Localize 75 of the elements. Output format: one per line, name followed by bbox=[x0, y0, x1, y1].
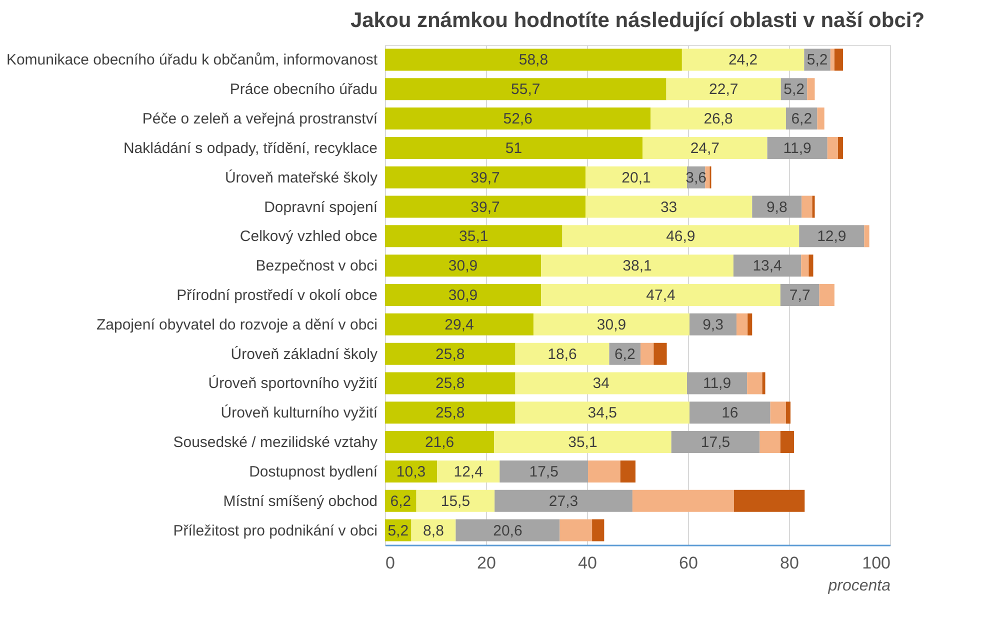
data-label: 39,7 bbox=[470, 169, 500, 186]
y-tick-label: Nakládání s odpady, třídění, recyklace bbox=[123, 140, 378, 157]
y-tick-label: Bezpečnost v obci bbox=[256, 258, 378, 275]
data-label: 55,7 bbox=[511, 81, 540, 98]
y-tick-label: Úroveň základní školy bbox=[230, 344, 378, 363]
data-label: 20,6 bbox=[493, 522, 522, 540]
y-tick-label: Celkový vzhled obce bbox=[240, 228, 378, 246]
y-tick-label: Péče o zeleň a veřejná prostranství bbox=[142, 110, 378, 128]
data-label: 18,6 bbox=[548, 346, 577, 363]
y-tick-label: Práce obecního úřadu bbox=[230, 81, 378, 98]
y-tick-label: Místní smíšený obchod bbox=[223, 492, 378, 510]
data-label: 24,7 bbox=[690, 140, 720, 157]
data-label: 35,1 bbox=[568, 434, 598, 452]
data-label: 22,7 bbox=[709, 81, 738, 98]
data-label: 12,4 bbox=[454, 463, 483, 480]
x-tick-label: 0 bbox=[386, 554, 395, 572]
data-label: 25,8 bbox=[436, 375, 465, 392]
data-label: 39,7 bbox=[470, 198, 500, 216]
data-label: 35,1 bbox=[459, 228, 488, 246]
data-label: 24,2 bbox=[728, 52, 758, 69]
data-label: 20,1 bbox=[622, 169, 651, 186]
data-label: 5,2 bbox=[806, 52, 828, 69]
y-tick-label: Úroveň sportovního vyžití bbox=[208, 374, 378, 392]
data-label: 47,4 bbox=[646, 287, 676, 304]
data-label: 34 bbox=[592, 375, 610, 392]
y-tick-label: Příležitost pro podnikání v obci bbox=[173, 522, 378, 540]
y-tick-label: Sousedské / mezilidské vztahy bbox=[173, 434, 378, 452]
data-label: 5,2 bbox=[388, 522, 409, 540]
data-label: 11,9 bbox=[702, 375, 732, 392]
data-label: 30,9 bbox=[596, 316, 626, 334]
data-label: 58,8 bbox=[518, 52, 548, 69]
data-label: 8,8 bbox=[423, 522, 444, 540]
data-label: 46,9 bbox=[666, 228, 696, 246]
y-tick-label: Úroveň mateřské školy bbox=[224, 168, 378, 186]
y-tick-label: Přírodní prostředí v okolí obce bbox=[176, 287, 378, 304]
data-label: 10,3 bbox=[396, 463, 426, 480]
data-label: 51 bbox=[505, 140, 522, 157]
data-label: 15,5 bbox=[440, 492, 470, 510]
data-label: 29,4 bbox=[444, 316, 474, 334]
data-label: 27,3 bbox=[548, 492, 578, 510]
y-tick-label: Dostupnost bydlení bbox=[249, 463, 378, 480]
data-label: 34,5 bbox=[588, 404, 618, 422]
y-tick-label: Úroveň kulturního vyžití bbox=[220, 404, 378, 422]
data-label: 9,3 bbox=[702, 316, 724, 334]
y-tick-label: Komunikace obecního úřadu k občanům, informovanost bbox=[6, 52, 378, 69]
y-tick-label: Dopravní spojení bbox=[264, 198, 378, 216]
data-label: 33 bbox=[660, 198, 678, 216]
data-label: 17,5 bbox=[700, 434, 730, 452]
x-tick-label: 60 bbox=[679, 554, 698, 572]
x-tick-label: 100 bbox=[862, 554, 890, 572]
data-label: 11,9 bbox=[783, 140, 812, 157]
data-label: 9,8 bbox=[766, 198, 788, 216]
x-tick-label: 80 bbox=[780, 554, 799, 572]
data-label: 7,7 bbox=[789, 287, 810, 304]
data-label: 38,1 bbox=[622, 258, 652, 275]
data-label: 25,8 bbox=[436, 404, 465, 422]
data-label: 16 bbox=[722, 404, 738, 422]
y-tick-label: Zapojení obyvatel do rozvoje a dění v obci bbox=[96, 316, 378, 334]
data-label: 6,2 bbox=[390, 492, 412, 510]
data-label: 17,5 bbox=[529, 463, 558, 480]
data-label: 30,9 bbox=[448, 287, 478, 304]
data-label: 21,6 bbox=[424, 434, 454, 452]
x-tick-label: 40 bbox=[578, 554, 597, 572]
data-label: 6,2 bbox=[614, 346, 636, 363]
x-tick-label: 20 bbox=[477, 554, 496, 572]
data-label: 52,6 bbox=[503, 110, 532, 128]
data-label: 5,2 bbox=[784, 81, 804, 98]
data-label: 12,9 bbox=[817, 228, 846, 246]
data-label: 30,9 bbox=[448, 258, 478, 275]
data-label: 13,4 bbox=[752, 258, 782, 275]
data-label: 26,8 bbox=[704, 110, 733, 128]
chart-title: Jakou známkou hodnotíte následující oblasti v naší obci? bbox=[350, 9, 925, 32]
x-axis-title: procenta bbox=[827, 578, 891, 594]
data-label: 25,8 bbox=[436, 346, 465, 363]
data-label: 6,2 bbox=[791, 110, 812, 128]
